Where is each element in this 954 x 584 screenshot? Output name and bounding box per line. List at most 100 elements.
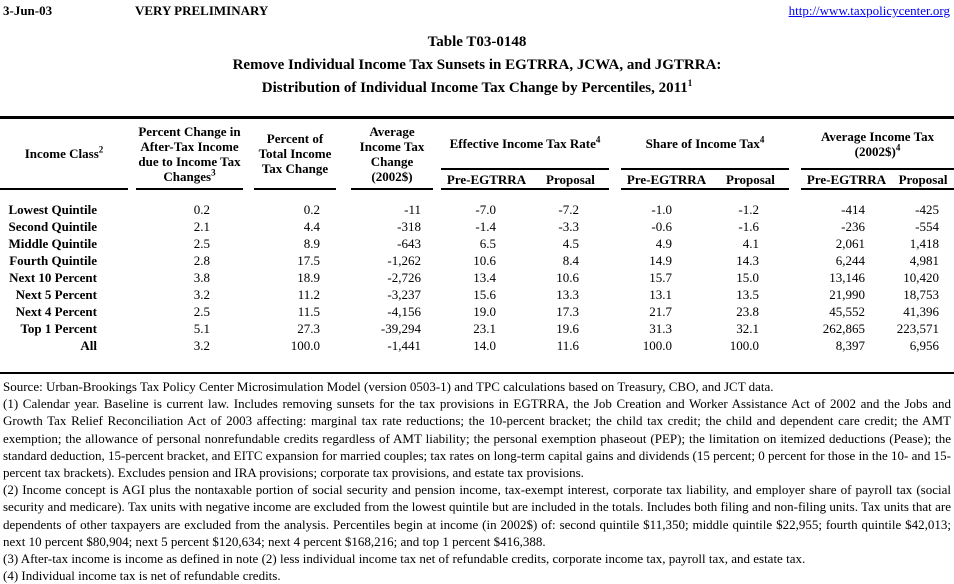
spacer [789, 337, 801, 354]
footnote-ref: 1 [687, 78, 693, 88]
cell: 10.6 [473, 253, 496, 268]
cell: 1,418 [909, 236, 940, 251]
cell: 14.3 [736, 253, 759, 268]
spacer [128, 252, 136, 269]
cell: 23.1 [473, 321, 496, 336]
cell: 17.3 [556, 304, 579, 319]
cell: 5.1 [193, 321, 210, 336]
spacer [128, 286, 136, 303]
cell: 18.9 [297, 270, 320, 285]
sub-header-pre-egtrra: Pre-EGTRRA [801, 169, 892, 190]
cell: 19.0 [473, 304, 496, 319]
cell: 0.2 [303, 202, 320, 217]
taxpolicycenter-link[interactable]: http://www.taxpolicycenter.org [788, 3, 950, 18]
spacer [336, 119, 351, 189]
sub-header-proposal: Proposal [712, 169, 789, 190]
footnote-ref: 4 [759, 134, 765, 145]
spacer [128, 269, 136, 286]
cell: 15.7 [649, 270, 672, 285]
cell: -3,237 [387, 287, 421, 302]
cell: 15.6 [473, 287, 496, 302]
row-label: Next 4 Percent [15, 304, 97, 319]
cell: 31.3 [649, 321, 672, 336]
spacer [789, 201, 801, 218]
spacer [609, 286, 621, 303]
footnote-1: (1) Calendar year. Baseline is current l… [3, 396, 951, 481]
cell: 23.8 [736, 304, 759, 319]
cell: -1,262 [387, 253, 421, 268]
spacer [243, 235, 254, 252]
cell: 100.0 [642, 338, 672, 353]
cell: 100.0 [290, 338, 320, 353]
col-header-pct-change-after-tax: Percent Change in After-Tax Income due t… [136, 119, 243, 190]
cell: -7.0 [475, 202, 496, 217]
spacer [609, 252, 621, 269]
cell: -4,156 [387, 304, 421, 319]
cell: -318 [397, 219, 421, 234]
spacer [336, 235, 351, 252]
preliminary-label: VERY PRELIMINARY [135, 3, 269, 18]
col-header-income-class: Income Class2 [0, 119, 128, 190]
cell: -2,726 [387, 270, 421, 285]
spacer [609, 235, 621, 252]
spacer [789, 303, 801, 320]
spacer [243, 286, 254, 303]
spacer [789, 320, 801, 337]
spacer [128, 337, 136, 354]
spacer [433, 218, 441, 235]
cell: 45,552 [829, 304, 865, 319]
table-body: Lowest Quintile 0.2 0.2 -11 -7.0 -7.2 -1… [0, 189, 954, 354]
spacer [433, 320, 441, 337]
table-row: Second Quintile 2.1 4.4 -318 -1.4 -3.3 -… [0, 218, 954, 235]
spacer [789, 286, 801, 303]
spacer [128, 119, 136, 189]
spacer [433, 201, 441, 218]
cell: 21.7 [649, 304, 672, 319]
table-row: Top 1 Percent 5.1 27.3 -39,294 23.1 19.6… [0, 320, 954, 337]
spacer [243, 201, 254, 218]
row-label: Middle Quintile [8, 236, 97, 251]
table-top-rule [0, 116, 954, 119]
row-label: Lowest Quintile [8, 202, 97, 217]
spacer [789, 218, 801, 235]
spacer [128, 235, 136, 252]
cell: -1.4 [475, 219, 496, 234]
spacer [128, 303, 136, 320]
cell: 13.3 [556, 287, 579, 302]
cell: 4.5 [562, 236, 579, 251]
spacer [336, 269, 351, 286]
cell: 100.0 [729, 338, 759, 353]
footnote-3: (3) After-tax income is income as define… [3, 551, 806, 567]
spacer [336, 286, 351, 303]
spacer [609, 218, 621, 235]
cell: 21,990 [829, 287, 865, 302]
cell: 262,865 [822, 321, 865, 336]
cell: 11.5 [297, 304, 320, 319]
col-header-avg-change: Average Income Tax Change (2002$) [351, 119, 433, 190]
cell: 6,244 [835, 253, 865, 268]
spacer [433, 286, 441, 303]
cell: 41,396 [903, 304, 940, 319]
cell: 4.1 [742, 236, 759, 251]
table-row: Fourth Quintile 2.8 17.5 -1,262 10.6 8.4… [0, 252, 954, 269]
spacer [0, 189, 954, 201]
table-row: All 3.2 100.0 -1,441 14.0 11.6 100.0 100… [0, 337, 954, 354]
table-row: Middle Quintile 2.5 8.9 -643 6.5 4.5 4.9… [0, 235, 954, 252]
cell: 10,420 [903, 270, 940, 285]
distribution-table: Income Class2 Percent Change in After-Ta… [0, 119, 954, 354]
table-row: Next 5 Percent 3.2 11.2 -3,237 15.6 13.3… [0, 286, 954, 303]
spacer [433, 235, 441, 252]
cell: 19.6 [556, 321, 579, 336]
spacer [609, 119, 621, 189]
cell: 8.4 [562, 253, 579, 268]
cell: 32.1 [736, 321, 759, 336]
cell: -0.6 [651, 219, 672, 234]
spacer [128, 218, 136, 235]
row-label: Next 5 Percent [15, 287, 97, 302]
cell: 3.8 [193, 270, 210, 285]
table-bottom-rule [0, 372, 954, 374]
cell: -1.6 [738, 219, 759, 234]
spacer [336, 218, 351, 235]
cell: -1.0 [651, 202, 672, 217]
